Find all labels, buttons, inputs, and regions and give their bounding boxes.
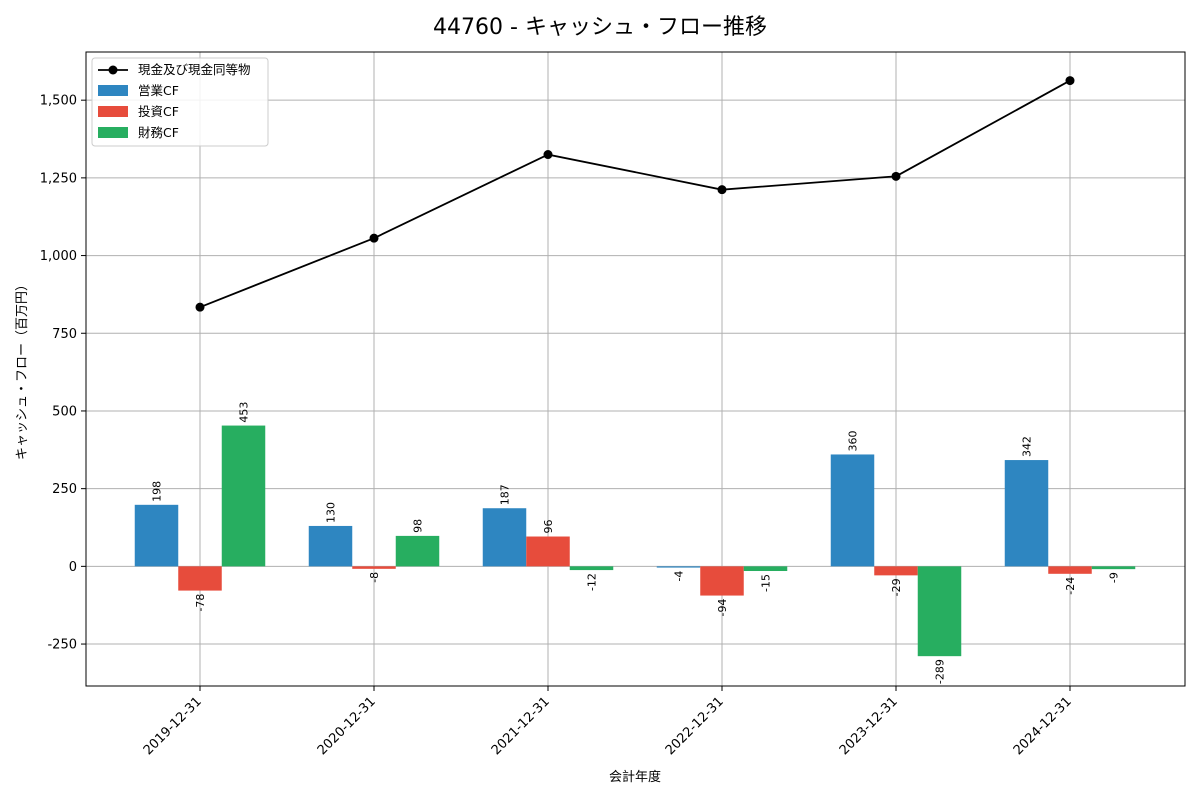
legend-box [91,57,269,147]
investing-cf-bar [1048,566,1092,574]
cash-balance-point [891,171,901,181]
financing-cf-bar [395,535,440,567]
chart-title: 44760 - キャッシュ・フロー推移 [433,15,767,40]
y-tick-label: 1,000 [40,249,77,264]
operating-cf-bar [656,566,701,568]
bar-value-label: 98 [412,519,425,533]
investing-cf-bar [874,566,918,576]
x-tick-label: 2023-12-31 [837,694,901,758]
financing-cf-bar [1091,566,1136,570]
legend-label-operating: 営業CF [138,83,179,98]
bar-value-label: 187 [499,484,512,505]
x-tick-label: 2021-12-31 [489,694,553,758]
line-layer [195,76,1075,312]
financing-cf-bar [569,566,614,571]
bar-value-label: -8 [368,572,381,583]
grid-layer [86,52,1185,686]
cash-balance-point [543,150,553,160]
investing-cf-bar [526,536,570,567]
bar-value-label: -24 [1064,577,1077,595]
x-tick-label: 2022-12-31 [663,694,727,758]
y-tick-label: 750 [52,327,77,342]
x-axis-title: 会計年度 [609,769,661,785]
legend-label-cash: 現金及び現金同等物 [138,62,251,77]
bar-value-label: 360 [847,430,860,451]
y-axis-ticks: -250 0 250 500 750 1,000 1,250 1,500 [40,94,86,653]
cash-balance-point [369,233,379,243]
legend-swatch-investing [98,106,128,117]
operating-cf-bar [482,508,527,567]
data-label-layer: 198 130 187 -4 360 342 -78 -8 96 -94 -29 -24 453 98 -1… [151,402,1121,685]
legend-label-investing: 投資CF [138,104,179,119]
x-tick-label: 2024-12-31 [1011,694,1075,758]
x-axis-ticks: 2019-12-31 2020-12-31 2021-12-31 2022-12-31… [141,686,1075,758]
financing-cf-bar [917,566,962,657]
bar-value-label: -15 [760,574,773,592]
legend-swatch-financing [98,127,128,138]
investing-cf-bar [352,566,396,569]
legend-swatch-operating [98,85,128,96]
operating-cf-bar [134,504,179,567]
legend-label-financing: 財務CF [138,125,179,140]
bar-value-label: 130 [325,502,338,523]
operating-cf-bar [1004,460,1049,567]
legend-line-marker [108,65,118,75]
investing-cf-bar [178,566,222,591]
bar-value-label: 453 [238,402,251,423]
financing-cf-bar [743,566,788,572]
x-tick-label: 2019-12-31 [141,694,205,758]
y-tick-label: 0 [69,560,77,575]
y-tick-label: 250 [52,482,77,497]
bar-value-label: -94 [716,599,729,617]
bar-value-label: 198 [151,481,164,502]
cash-balance-point [195,302,205,312]
operating-cf-bar [308,525,353,567]
bar-value-label: 342 [1021,436,1034,457]
bar-value-label: -9 [1108,572,1121,583]
y-axis-title: キャッシュ・フロー（百万円） [15,278,30,460]
operating-cf-bar [830,454,875,567]
y-tick-label: -250 [47,638,77,653]
y-tick-label: 1,500 [40,94,77,109]
cash-balance-point [1065,76,1075,86]
bar-value-label: 96 [542,520,555,534]
bar-value-label: -29 [890,578,903,596]
y-tick-label: 500 [52,404,77,419]
investing-cf-bar [700,566,744,596]
bar-layer [134,425,1136,657]
x-tick-label: 2020-12-31 [315,694,379,758]
cash-balance-point [717,185,727,195]
bar-value-label: -78 [194,594,207,612]
y-tick-label: 1,250 [40,171,77,186]
bar-value-label: -12 [586,573,599,591]
cash-balance-line [199,79,1071,308]
legend: 現金及び現金同等物 営業CF 投資CF 財務CF [91,57,269,147]
bar-value-label: -4 [673,571,686,582]
plot-frame [85,51,1186,687]
financing-cf-bar [221,425,266,567]
bar-value-label: -289 [934,659,947,684]
